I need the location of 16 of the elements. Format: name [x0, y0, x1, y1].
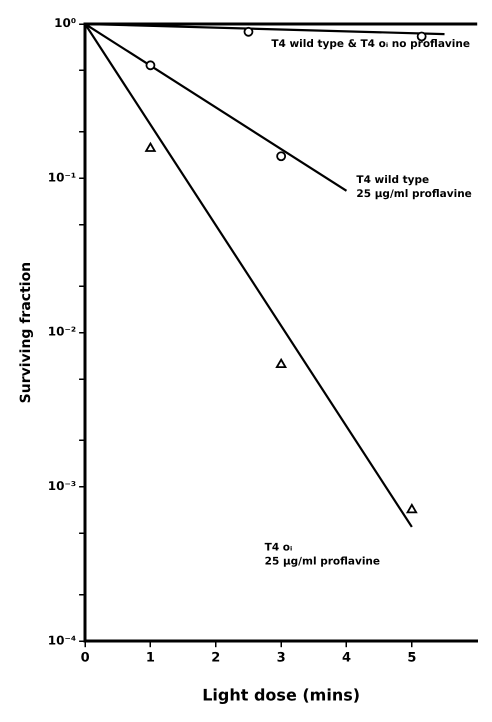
y-tick-label: 10⁻¹	[48, 170, 76, 184]
y-tick-label: 10⁻⁴	[48, 633, 76, 648]
x-tick-label: 4	[342, 650, 352, 666]
annotation: T4 oᵢ 25 µg/ml proflavine	[264, 541, 380, 568]
y-tick-label: 10⁻²	[48, 324, 76, 339]
x-tick-label: 2	[211, 650, 220, 666]
x-tick-label: 0	[80, 650, 90, 666]
annotation: T4 wild type & T4 oᵢ no proflavine	[271, 38, 470, 50]
x-tick-label: 1	[146, 650, 155, 666]
y-axis-title: Surviving fraction	[18, 262, 34, 404]
y-tick-label: 10⁰	[54, 16, 76, 30]
x-axis-title: Light dose (mins)	[202, 686, 360, 705]
y-tick-label: 10⁻³	[48, 479, 76, 494]
x-tick-label: 3	[276, 650, 286, 666]
annotation: T4 wild type 25 µg/ml proflavine	[356, 174, 472, 200]
x-tick-label: 5	[407, 650, 416, 666]
